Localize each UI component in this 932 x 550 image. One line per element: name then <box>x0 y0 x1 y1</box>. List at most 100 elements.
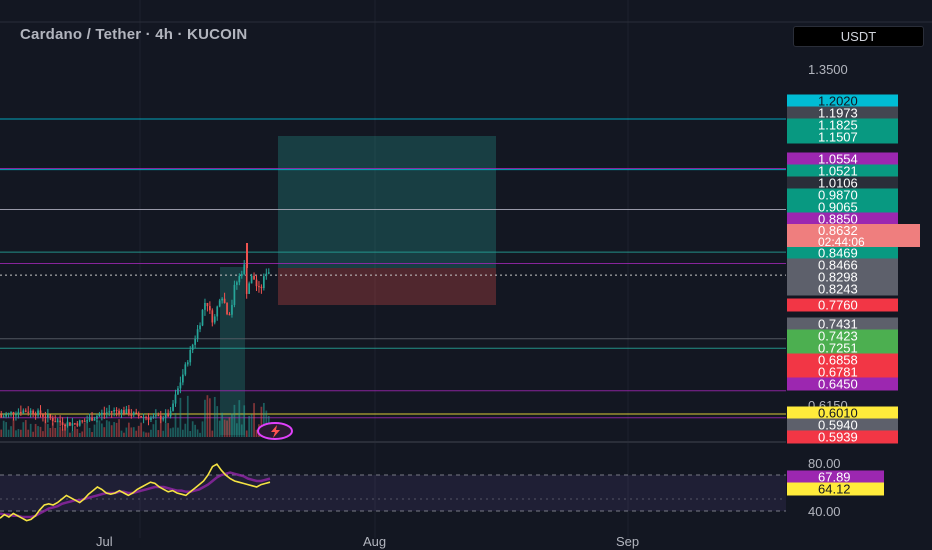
candle-body <box>209 306 211 311</box>
price-label-bg <box>787 365 898 379</box>
price-axis[interactable]: 1.35000.61501.20201.19731.18251.15071.05… <box>786 23 932 550</box>
price-label-bg <box>787 94 898 108</box>
candle-body <box>233 284 236 305</box>
rsi-value-label: 67.89 <box>787 470 884 485</box>
volume-bar <box>150 429 152 437</box>
volume-bar <box>169 428 172 437</box>
volume-bar <box>101 423 103 437</box>
price-label: 0.8469 <box>787 246 898 261</box>
volume-bar <box>86 419 88 437</box>
volume-bar <box>39 426 42 437</box>
price-label: 1.1973 <box>787 106 898 121</box>
price-label-text: 0.8850 <box>818 212 858 227</box>
candle-body <box>76 423 79 426</box>
price-label-text: 0.7251 <box>818 341 858 356</box>
candle-body <box>61 422 64 425</box>
price-label-text: 0.5939 <box>818 430 858 445</box>
candle-body <box>152 416 155 418</box>
volume-bar <box>115 422 118 437</box>
time-axis[interactable]: Jul Aug Sep <box>96 534 639 549</box>
candle-body <box>108 411 111 413</box>
candle-body <box>49 414 52 419</box>
price-label-text: 1.2020 <box>818 94 858 109</box>
candle-body <box>27 411 30 413</box>
volume-bar <box>47 424 49 437</box>
chart-grid <box>0 0 932 538</box>
price-label-bg <box>787 212 898 226</box>
candle-body <box>142 417 145 419</box>
price-label: 0.6858 <box>787 353 898 368</box>
candle-body <box>172 403 174 411</box>
volume-bar <box>260 406 263 437</box>
volume-bar <box>32 431 34 437</box>
candle-body <box>2 416 5 418</box>
volume-bar <box>218 420 221 437</box>
price-label: 0.7251 <box>787 341 898 356</box>
candle-body <box>39 410 42 415</box>
volume-bar <box>228 417 231 437</box>
candle-body <box>211 310 214 323</box>
price-label-text: 0.6010 <box>818 406 858 421</box>
volume-bar <box>24 420 27 437</box>
price-label: 0.6450 <box>787 377 898 392</box>
candle-body <box>231 304 233 315</box>
volume-bar <box>250 414 253 437</box>
volume-bar <box>88 427 91 437</box>
volume-bar <box>22 422 25 437</box>
price-label-bg <box>787 106 898 120</box>
candle-body <box>74 423 76 425</box>
price-label: 0.5940 <box>787 418 898 433</box>
candle-body <box>44 416 47 418</box>
price-label-bg <box>787 164 898 178</box>
volume-bar <box>167 423 169 437</box>
price-label: 0.7760 <box>787 298 898 313</box>
candle-body <box>91 417 93 421</box>
candle-body <box>184 364 187 375</box>
price-label-bg <box>787 341 898 355</box>
time-tick-label: Aug <box>363 534 386 549</box>
volume-bar <box>233 404 236 437</box>
volume-bar <box>103 427 106 437</box>
target-zone <box>278 136 496 268</box>
candle-body <box>189 350 192 363</box>
rsi-line <box>0 463 271 522</box>
candle-body <box>29 410 32 413</box>
price-label-bg <box>787 246 898 260</box>
currency-button[interactable]: USDT <box>793 26 924 47</box>
volume-bar <box>110 425 113 437</box>
volume-bar <box>206 395 209 437</box>
candle-body <box>83 420 86 422</box>
price-label: 0.8850 <box>787 212 898 227</box>
volume-bar <box>211 430 214 437</box>
volume-bar <box>56 419 59 437</box>
volume-bar <box>29 423 32 437</box>
candle-body <box>34 414 37 416</box>
volume-bar <box>0 429 3 437</box>
candle-body <box>24 410 27 412</box>
candle-body <box>93 418 96 421</box>
candle-body <box>204 302 206 310</box>
rsi-ma-value-label: 64.12 <box>787 482 884 497</box>
volume-bar <box>2 420 5 437</box>
volume-bar <box>155 419 157 437</box>
candle-body <box>226 303 228 315</box>
volume-bars <box>0 395 270 437</box>
volume-bar <box>12 419 15 437</box>
price-label: 0.7423 <box>787 329 898 344</box>
volume-bar <box>142 431 145 437</box>
volume-bar <box>255 429 258 437</box>
candle-body <box>115 409 118 411</box>
price-label: 0.8298 <box>787 270 898 285</box>
candle-body <box>201 309 204 326</box>
volume-bar <box>15 430 17 437</box>
candle-body <box>228 314 231 316</box>
price-label-text: 1.0106 <box>818 176 858 191</box>
price-label: 0.8243 <box>787 282 898 297</box>
candle-body <box>17 411 20 415</box>
volume-bar <box>105 420 108 437</box>
volume-bar <box>223 419 226 437</box>
stop-zone <box>278 268 496 305</box>
candle-body <box>267 272 270 274</box>
volume-bar <box>216 406 219 437</box>
